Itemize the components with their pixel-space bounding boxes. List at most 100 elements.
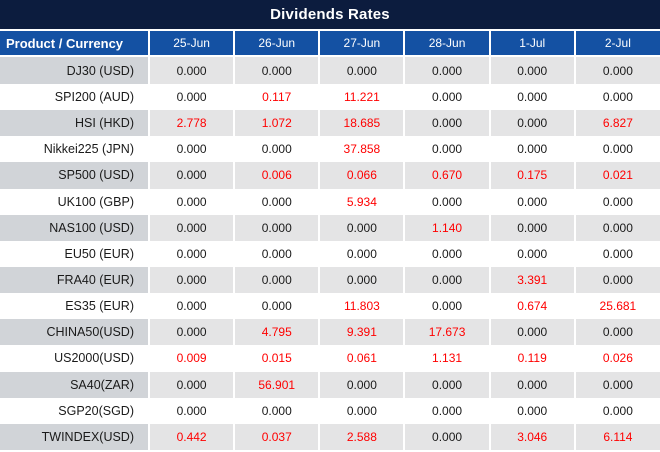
value-cell: 18.685 <box>318 110 405 137</box>
value-cell: 6.114 <box>573 423 660 450</box>
value-cell: 6.827 <box>573 110 660 137</box>
value-cell: 0.000 <box>488 84 575 111</box>
table-row: SA40(ZAR) 0.000 56.901 0.000 0.000 0.000 0.000 <box>0 371 660 398</box>
product-cell: Nikkei225 (JPN) <box>0 136 149 163</box>
value-cell: 0.000 <box>233 266 320 294</box>
table-row: DJ30 (USD) 0.000 0.000 0.000 0.000 0.000 0.000 <box>0 56 660 84</box>
value-cell: 0.442 <box>147 423 235 450</box>
value-cell: 11.221 <box>318 84 405 111</box>
value-cell: 0.000 <box>147 397 235 424</box>
value-cell: 11.803 <box>318 293 405 320</box>
value-cell: 0.119 <box>488 345 575 372</box>
value-cell: 0.000 <box>403 56 490 84</box>
table-row: FRA40 (EUR) 0.000 0.000 0.000 0.000 3.391 0.00… <box>0 266 660 294</box>
value-cell: 3.046 <box>488 423 575 450</box>
value-cell: 0.000 <box>403 371 490 398</box>
date-column-header: 1-Jul <box>488 31 575 57</box>
table-row: EU50 (EUR) 0.000 0.000 0.000 0.000 0.000 0.000 <box>0 240 660 267</box>
table-row: SPI200 (AUD) 0.000 0.117 11.221 0.000 0.000 0.… <box>0 84 660 111</box>
value-cell: 0.000 <box>403 84 490 111</box>
value-cell: 0.674 <box>488 293 575 320</box>
value-cell: 0.009 <box>147 345 235 372</box>
value-cell: 0.000 <box>147 214 235 241</box>
value-cell: 0.000 <box>318 266 405 294</box>
date-column-header: 2-Jul <box>573 31 660 57</box>
value-cell: 0.000 <box>573 84 660 111</box>
value-cell: 0.000 <box>573 188 660 215</box>
value-cell: 0.000 <box>573 266 660 294</box>
value-cell: 1.072 <box>233 110 320 137</box>
value-cell: 0.000 <box>573 240 660 267</box>
product-cell: US2000(USD) <box>0 345 149 372</box>
value-cell: 0.000 <box>403 188 490 215</box>
date-column-header: 25-Jun <box>147 31 235 57</box>
product-cell: ES35 (EUR) <box>0 293 149 320</box>
value-cell: 0.000 <box>233 188 320 215</box>
value-cell: 56.901 <box>233 371 320 398</box>
table-row: Nikkei225 (JPN) 0.000 0.000 37.858 0.000 0.00… <box>0 136 660 163</box>
table-row: ES35 (EUR) 0.000 0.000 11.803 0.000 0.674 25.6… <box>0 293 660 320</box>
value-cell: 0.000 <box>233 240 320 267</box>
value-cell: 0.000 <box>573 214 660 241</box>
date-column-header: 28-Jun <box>403 31 490 57</box>
value-cell: 0.037 <box>233 423 320 450</box>
value-cell: 1.131 <box>403 345 490 372</box>
product-currency-header: Product / Currency <box>0 31 149 57</box>
value-cell: 0.000 <box>488 240 575 267</box>
value-cell: 0.000 <box>147 266 235 294</box>
value-cell: 0.000 <box>318 397 405 424</box>
value-cell: 0.006 <box>233 162 320 189</box>
value-cell: 0.000 <box>147 371 235 398</box>
value-cell: 25.681 <box>573 293 660 320</box>
value-cell: 0.000 <box>403 136 490 163</box>
value-cell: 0.000 <box>488 397 575 424</box>
value-cell: 0.000 <box>488 319 575 346</box>
value-cell: 2.588 <box>318 423 405 450</box>
product-cell: DJ30 (USD) <box>0 56 149 84</box>
value-cell: 3.391 <box>488 266 575 294</box>
value-cell: 0.000 <box>318 371 405 398</box>
value-cell: 0.066 <box>318 162 405 189</box>
date-column-header: 26-Jun <box>233 31 320 57</box>
value-cell: 0.015 <box>233 345 320 372</box>
value-cell: 0.000 <box>573 56 660 84</box>
value-cell: 0.000 <box>233 397 320 424</box>
product-cell: CHINA50(USD) <box>0 319 149 346</box>
product-cell: SP500 (USD) <box>0 162 149 189</box>
value-cell: 0.000 <box>233 56 320 84</box>
value-cell: 17.673 <box>403 319 490 346</box>
product-cell: SPI200 (AUD) <box>0 84 149 111</box>
table-row: SGP20(SGD) 0.000 0.000 0.000 0.000 0.000 0.000 <box>0 397 660 424</box>
product-cell: FRA40 (EUR) <box>0 266 149 294</box>
header-row: Product / Currency 25-Jun 26-Jun 27-Jun 28-… <box>0 31 660 57</box>
value-cell: 0.000 <box>147 188 235 215</box>
value-cell: 0.000 <box>147 162 235 189</box>
value-cell: 0.000 <box>403 397 490 424</box>
value-cell: 0.000 <box>403 293 490 320</box>
table-row: HSI (HKD) 2.778 1.072 18.685 0.000 0.000 6.827 <box>0 110 660 137</box>
value-cell: 0.000 <box>147 240 235 267</box>
table-row: NAS100 (USD) 0.000 0.000 0.000 1.140 0.000 0.0… <box>0 214 660 241</box>
value-cell: 4.795 <box>233 319 320 346</box>
product-cell: NAS100 (USD) <box>0 214 149 241</box>
value-cell: 37.858 <box>318 136 405 163</box>
value-cell: 0.061 <box>318 345 405 372</box>
value-cell: 0.000 <box>147 293 235 320</box>
value-cell: 5.934 <box>318 188 405 215</box>
value-cell: 0.175 <box>488 162 575 189</box>
value-cell: 0.000 <box>488 371 575 398</box>
value-cell: 0.000 <box>488 136 575 163</box>
table-row: US2000(USD) 0.009 0.015 0.061 1.131 0.119 0.02… <box>0 345 660 372</box>
product-cell: EU50 (EUR) <box>0 240 149 267</box>
value-cell: 0.000 <box>147 56 235 84</box>
rates-table: Product / Currency 25-Jun 26-Jun 27-Jun 28-… <box>0 31 660 450</box>
value-cell: 0.000 <box>147 84 235 111</box>
value-cell: 0.000 <box>403 110 490 137</box>
table-body: DJ30 (USD) 0.000 0.000 0.000 0.000 0.000 0.000… <box>0 56 660 450</box>
product-cell: TWINDEX(USD) <box>0 423 149 450</box>
value-cell: 0.000 <box>318 56 405 84</box>
value-cell: 2.778 <box>147 110 235 137</box>
value-cell: 1.140 <box>403 214 490 241</box>
value-cell: 0.021 <box>573 162 660 189</box>
value-cell: 0.000 <box>573 397 660 424</box>
